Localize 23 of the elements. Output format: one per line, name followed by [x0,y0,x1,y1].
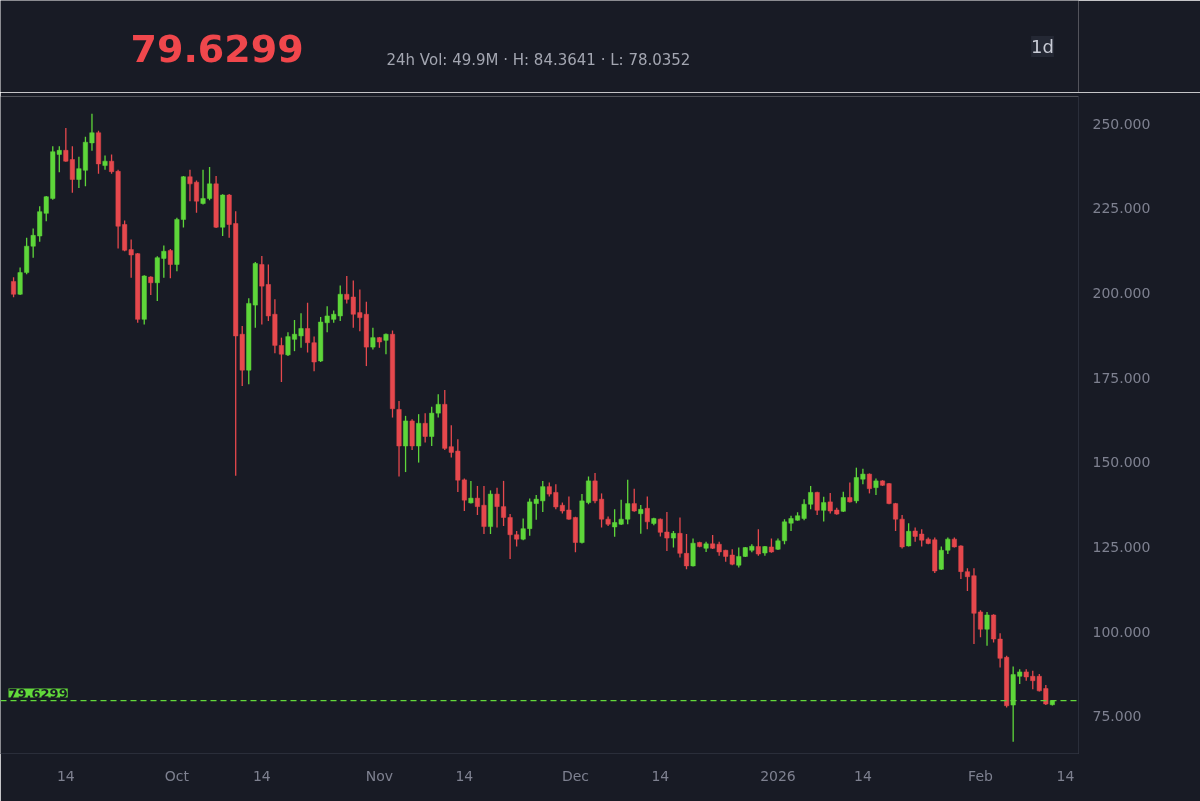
x-tick-label: 2026 [760,767,796,784]
y-tick-label: 175.000 [1092,369,1151,386]
ref-line-label: 79.6299 [8,685,68,701]
x-tick-label: 14 [252,767,271,784]
y-tick-label: 150.000 [1092,454,1151,471]
x-tick-label: 14 [651,767,670,784]
x-tick-label: Feb [968,767,994,784]
y-tick-label: 225.000 [1092,200,1151,217]
x-tick-label: 14 [853,767,872,784]
text: 1d [1031,36,1054,57]
x-tick-label: Oct [164,767,190,784]
text: 24h Vol: 49.9M · H: 84.3641 · L: 78.0352 [386,50,691,69]
text: 79.6299 [130,27,304,71]
y-tick-label: 75.000 [1092,708,1142,725]
y-tick-label: 250.000 [1092,115,1151,132]
x-tick-label: 14 [455,767,474,784]
x-tick-label: Nov [365,767,394,784]
x-tick-label: Dec [561,767,589,784]
x-tick-label: 14 [56,767,75,784]
y-tick-label: 125.000 [1092,538,1151,555]
x-tick-label: 14 [1056,767,1075,784]
y-tick-label: 100.000 [1092,623,1151,640]
y-tick-label: 200.000 [1092,284,1151,301]
